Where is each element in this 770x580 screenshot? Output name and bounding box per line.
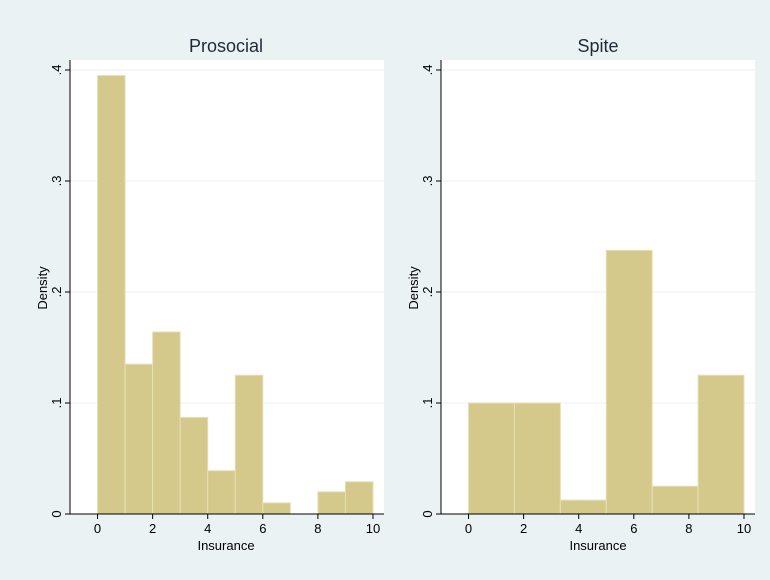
y-tick-label: 0 xyxy=(420,510,435,517)
y-tick-label: .2 xyxy=(49,287,64,298)
x-tick-label: 0 xyxy=(465,521,472,536)
plot-layer: 0 .1 .2 .3 .4 0 2 4 6 8 10 xyxy=(49,60,384,536)
x-axis-title: Insurance xyxy=(569,538,626,553)
y-tick-label: .4 xyxy=(49,65,64,76)
histogram-bar xyxy=(317,491,346,515)
x-axis-title: Insurance xyxy=(197,538,254,553)
y-tick-label: .3 xyxy=(49,176,64,187)
y-tick-label: .3 xyxy=(420,176,435,187)
histogram-bar xyxy=(559,499,607,515)
histogram-bar xyxy=(207,470,236,515)
panel-title: Spite xyxy=(577,36,618,56)
y-axis-title: Density xyxy=(406,266,421,310)
y-tick-label: .1 xyxy=(49,398,64,409)
y-tick-label: .2 xyxy=(420,287,435,298)
x-tick-label: 0 xyxy=(94,521,101,536)
x-tick-label: 6 xyxy=(630,521,637,536)
x-tick-label: 4 xyxy=(204,521,211,536)
panel-spite: 0 .1 .2 .3 .4 0 2 4 6 8 10 Spite Insurance Density xyxy=(406,36,755,553)
x-tick-label: 10 xyxy=(366,521,380,536)
y-axis-title: Density xyxy=(35,266,50,310)
histogram-bar xyxy=(605,249,653,515)
histogram-bar xyxy=(262,502,291,515)
histogram-bar xyxy=(697,374,745,515)
histogram-bar xyxy=(651,485,699,515)
x-tick-label: 2 xyxy=(149,521,156,536)
histogram-bar xyxy=(513,402,561,515)
x-tick-label: 4 xyxy=(575,521,582,536)
y-tick-label: .1 xyxy=(420,398,435,409)
panel-title: Prosocial xyxy=(189,36,263,56)
x-tick-label: 8 xyxy=(685,521,692,536)
histogram-bar xyxy=(97,75,126,515)
histogram-bar xyxy=(152,331,181,515)
x-tick-label: 6 xyxy=(259,521,266,536)
panel-prosocial: 0 .1 .2 .3 .4 0 2 4 6 8 10 Prosocial Insurance Den… xyxy=(35,36,384,553)
histogram-bar xyxy=(344,481,374,515)
x-tick-label: 2 xyxy=(520,521,527,536)
y-tick-label: 0 xyxy=(49,510,64,517)
y-tick-label: .4 xyxy=(420,65,435,76)
histogram-bar xyxy=(234,374,264,515)
histogram-bar xyxy=(124,363,154,515)
x-tick-label: 8 xyxy=(314,521,321,536)
plot-layer: 0 .1 .2 .3 .4 0 2 4 6 8 10 xyxy=(420,60,755,536)
histogram-bar xyxy=(468,402,515,515)
x-tick-label: 10 xyxy=(737,521,751,536)
histogram-bar xyxy=(179,416,209,515)
